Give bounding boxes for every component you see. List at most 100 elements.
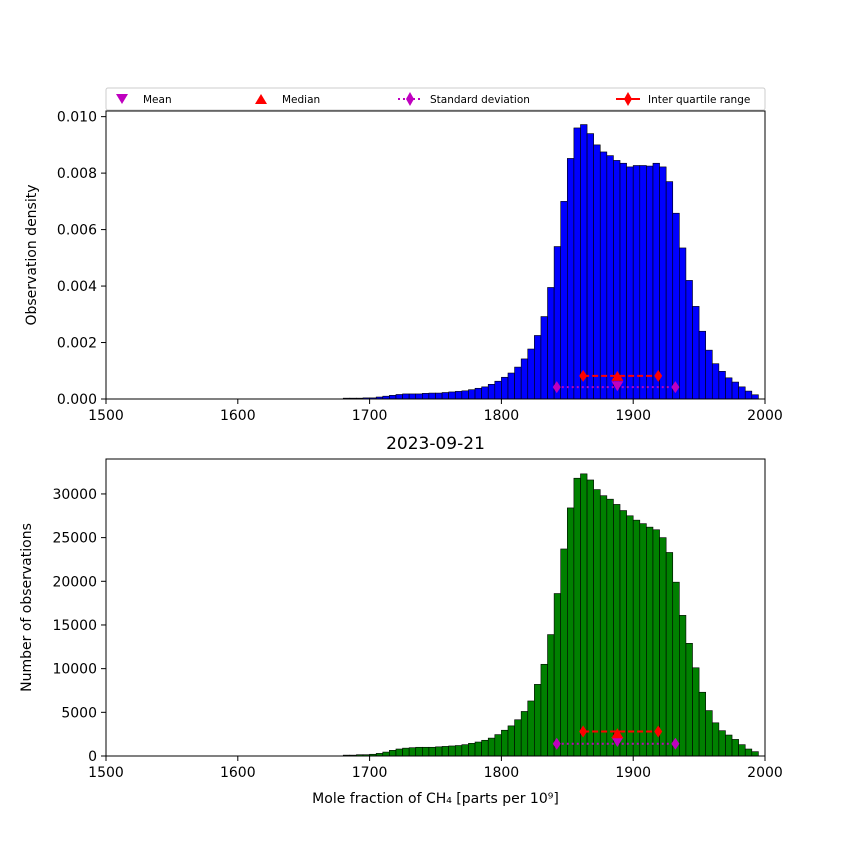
density-plot-frame (105, 110, 766, 400)
count-iqr-high-marker (654, 725, 663, 738)
density-x-tick-label: 2000 (747, 408, 783, 424)
legend-entry-median: Median (255, 94, 320, 106)
count-bar (534, 684, 542, 757)
density-chart: 1500 1600 1700 1800 1900 2000 0.000 0.002 0.004… (24, 110, 783, 424)
count-y-tick-label: 0 (88, 749, 97, 765)
density-bar (711, 363, 720, 400)
count-bar (672, 581, 680, 757)
count-y-tick-label: 10000 (52, 662, 97, 678)
density-stat-markers (552, 369, 680, 394)
density-bar (441, 392, 449, 400)
density-bar (652, 162, 660, 400)
density-bar (665, 181, 674, 400)
count-bar (382, 751, 390, 757)
density-y-tick-label: 0.008 (57, 166, 97, 182)
density-mean-marker (611, 381, 624, 392)
count-bar (725, 734, 733, 757)
density-y-label: Observation density (24, 184, 40, 325)
density-bar (705, 349, 713, 400)
iqr-diamond-icon (624, 92, 632, 106)
density-bar (639, 165, 647, 400)
density-bar (586, 133, 594, 400)
count-bar (566, 507, 575, 757)
count-bar (692, 667, 700, 757)
density-bar (692, 306, 700, 400)
density-bar (468, 389, 476, 400)
count-bar (547, 634, 555, 757)
density-bar (402, 393, 410, 400)
count-chart-title: 2023-09-21 (386, 434, 485, 454)
count-bar (751, 751, 759, 757)
density-bar (494, 380, 502, 400)
count-bar (711, 722, 720, 757)
count-bar (665, 552, 674, 757)
density-x-tick-label: 1800 (484, 408, 520, 424)
density-bar (685, 280, 693, 400)
density-bar (580, 124, 588, 400)
density-bar (632, 165, 641, 400)
count-x-tick-label: 2000 (747, 765, 783, 781)
count-bar (540, 663, 548, 757)
count-chart: 2023-09-21 1500 1600 1700 1800 1900 2000 0 500… (19, 434, 783, 807)
count-bar (632, 519, 641, 757)
density-y-tick-label: 0.002 (57, 336, 97, 352)
legend-entry-std: Standard deviation (398, 92, 530, 106)
legend-entry-mean: Mean (116, 94, 172, 106)
legend-label-median: Median (282, 94, 320, 106)
count-y-tick-label: 30000 (52, 487, 97, 503)
density-bar (738, 386, 746, 400)
count-bar (606, 498, 614, 757)
legend-label-iqr: Inter quartile range (648, 94, 750, 106)
count-bar (487, 737, 496, 757)
density-bar (474, 387, 482, 400)
density-bar (606, 155, 614, 400)
density-bar (698, 330, 706, 400)
count-bar (599, 495, 608, 757)
density-x-tick-label: 1600 (220, 408, 256, 424)
count-bar (659, 537, 667, 757)
count-bar (586, 479, 594, 757)
mean-marker-icon (116, 94, 128, 104)
count-bar (428, 746, 436, 757)
density-iqr-high-marker (654, 369, 663, 382)
density-bar (619, 162, 627, 400)
count-y-tick-label: 25000 (52, 531, 97, 547)
density-bar (540, 316, 548, 400)
density-y-tick-label: 0.006 (57, 223, 97, 239)
density-std-high-marker (671, 381, 680, 394)
count-bar (573, 477, 581, 757)
count-bar (698, 691, 706, 757)
density-x-tick-label: 1500 (88, 408, 124, 424)
count-x-axis: 1500 1600 1700 1800 1900 2000 (88, 756, 783, 781)
count-bar (474, 741, 482, 757)
count-x-tick-label: 1900 (615, 765, 651, 781)
count-bar (744, 748, 753, 757)
density-bar (659, 166, 667, 400)
density-bar (408, 393, 417, 400)
count-bar (415, 746, 423, 757)
density-y-tick-label: 0.010 (57, 110, 97, 126)
count-bar (652, 529, 660, 757)
count-bar (553, 593, 562, 757)
legend: Mean Median Standard deviation Inter qua… (105, 87, 766, 111)
count-x-tick-label: 1600 (220, 765, 256, 781)
density-std-low-marker (552, 381, 561, 394)
count-bar (494, 734, 502, 757)
density-bars (342, 124, 759, 400)
count-bar (448, 745, 456, 757)
count-bar (679, 615, 687, 757)
density-median-marker (611, 370, 624, 381)
legend-label-mean: Mean (143, 94, 172, 106)
count-bar (435, 746, 443, 757)
count-iqr-low-marker (579, 725, 588, 738)
count-bar (560, 548, 568, 757)
count-plot-frame (105, 458, 766, 757)
count-bar (501, 729, 509, 757)
count-x-label: Mole fraction of CH₄ [parts per 10⁹] (312, 791, 559, 807)
density-y-tick-label: 0.000 (57, 392, 97, 408)
std-diamond-icon (406, 92, 414, 106)
count-bar (639, 523, 647, 757)
density-bar (428, 392, 436, 400)
count-y-tick-label: 15000 (52, 618, 97, 634)
